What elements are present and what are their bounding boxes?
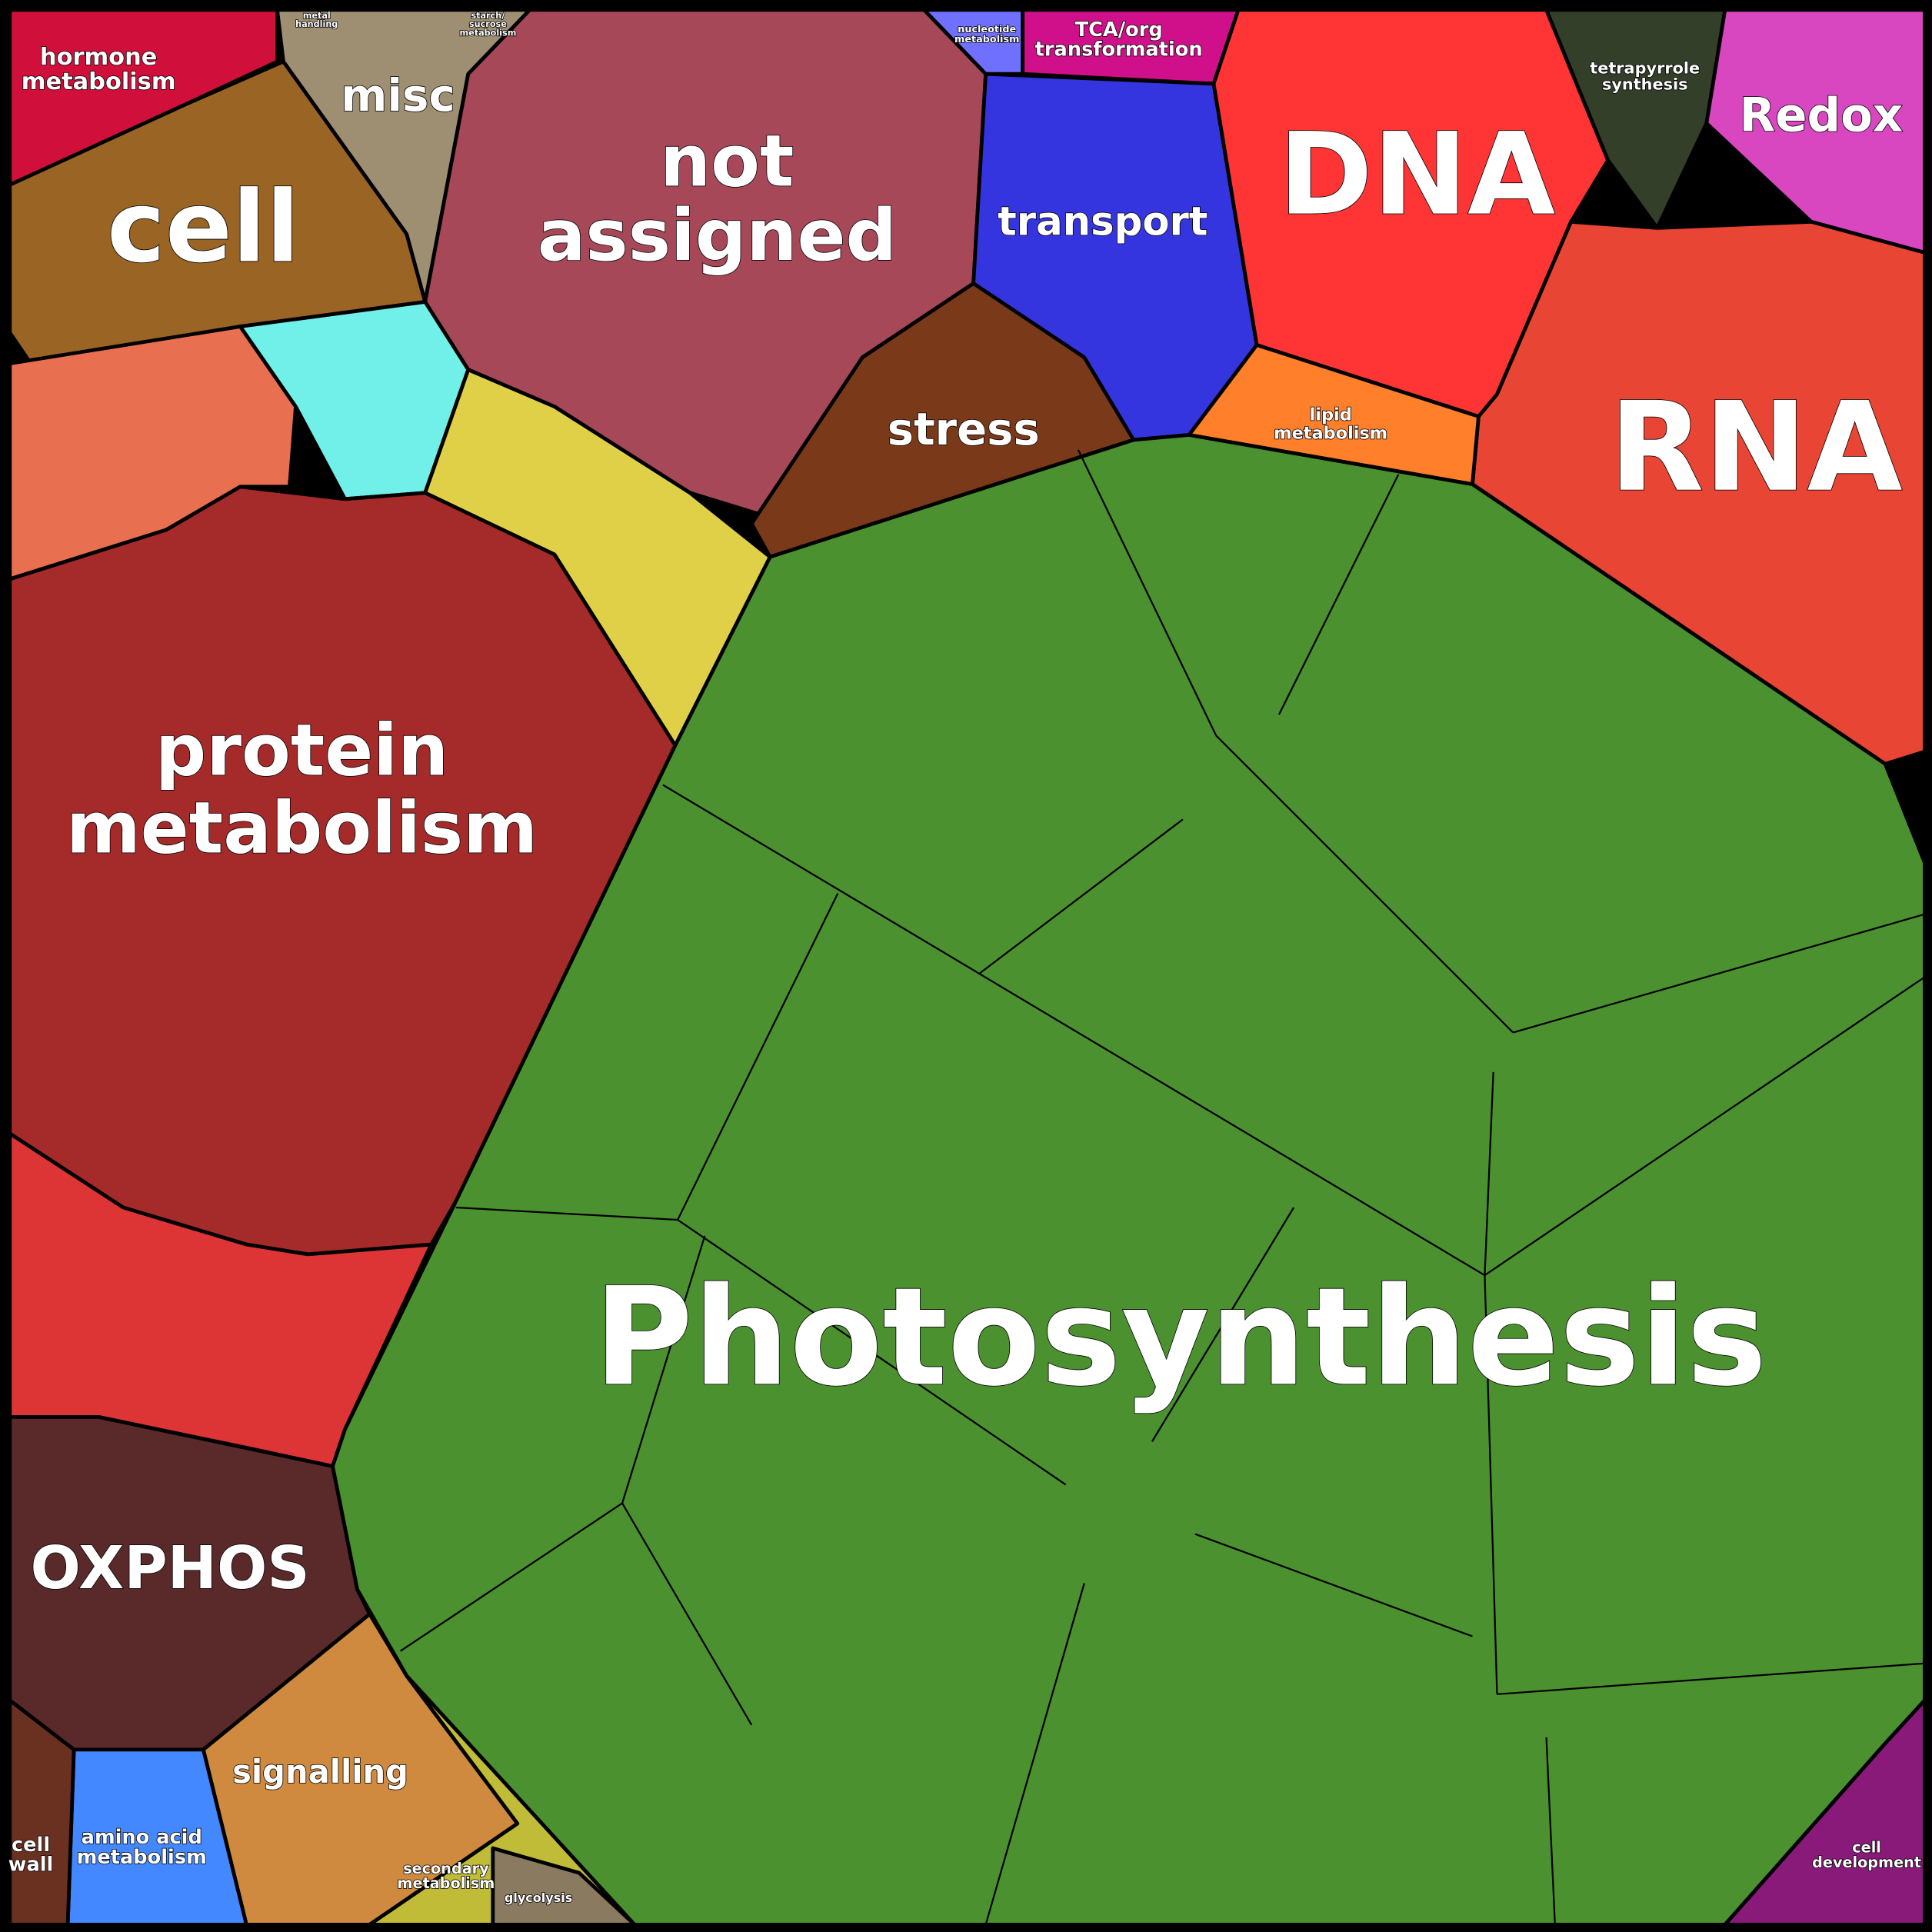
region-tetrapyrrole (1544, 8, 1727, 230)
region-label: DNA (1278, 108, 1555, 241)
region-label: metabolism (77, 1846, 207, 1869)
regions (8, 8, 1927, 1927)
region-label: glycolysis (505, 1890, 572, 1905)
region-label: Redox (1739, 88, 1903, 142)
cell-border (1497, 1662, 1925, 1695)
cell-border (400, 1502, 623, 1652)
region-label: metal (303, 11, 331, 21)
region-label: TCA/org (1075, 18, 1163, 42)
region-label: secondary (403, 1860, 489, 1877)
region-label: stress (888, 403, 1040, 455)
cell-border (677, 892, 839, 1221)
region-label: Photosynthesis (594, 1257, 1767, 1416)
cell-border (1484, 976, 1926, 1277)
region-label: wall (8, 1853, 54, 1876)
cell-border (1215, 734, 1514, 1034)
cell-border (1194, 1533, 1473, 1637)
region-label: hormone (40, 44, 157, 71)
region-label: handling (295, 19, 338, 29)
region-label: OXPHOS (30, 1534, 309, 1603)
region-cell-development (1723, 1698, 1927, 1927)
region-label: amino acid (82, 1826, 202, 1849)
region-label: cell (107, 171, 300, 285)
region-label: metabolism (66, 786, 538, 869)
region-label: transformation (1035, 38, 1203, 62)
region-label: nucleotide (958, 24, 1016, 35)
cell-border (1512, 913, 1925, 1034)
cell-border (455, 1206, 678, 1221)
region-label: not (660, 120, 794, 203)
region-label: misc (341, 69, 455, 122)
region-label: metabolism (398, 1874, 495, 1892)
region-label: assigned (538, 194, 897, 277)
cell-border (984, 1583, 1085, 1925)
region-cell-wall (8, 1698, 76, 1927)
photosynthesis-cells (400, 449, 1926, 1925)
region-label: starch/ (471, 11, 505, 21)
region-label: synthesis (1602, 75, 1688, 94)
region-label: protein (155, 708, 449, 791)
region-label: metabolism (22, 68, 176, 95)
cell-border (1484, 1275, 1498, 1694)
cell-border (677, 1219, 1067, 1486)
cell-border (621, 1235, 706, 1504)
region-label: sucrose (469, 19, 507, 29)
cell-border (621, 1502, 753, 1726)
region-label: metabolism (1274, 423, 1387, 443)
cell-border (1484, 1071, 1494, 1276)
region-label: lipid (1310, 405, 1352, 425)
region-label: cell (12, 1834, 50, 1857)
cell-border (1277, 474, 1400, 715)
region-label: development (1812, 1854, 1921, 1871)
region-label: transport (998, 199, 1208, 245)
region-label: RNA (1609, 375, 1902, 519)
labels: hormone metabolism misc cell not assigne… (8, 10, 1922, 1906)
region-label: metabolism (954, 34, 1019, 45)
cell-border (1545, 1737, 1556, 1925)
region-label: tetrapyrrole (1590, 59, 1700, 78)
region-label: metabolism (459, 28, 516, 38)
region-label: signalling (232, 1753, 408, 1790)
region-label: cell (1852, 1839, 1881, 1857)
cell-border (1077, 449, 1217, 736)
cell-border (1151, 1207, 1295, 1442)
cell-border (662, 784, 1486, 1277)
cell-border (978, 818, 1184, 974)
region-rna (1471, 219, 1927, 766)
